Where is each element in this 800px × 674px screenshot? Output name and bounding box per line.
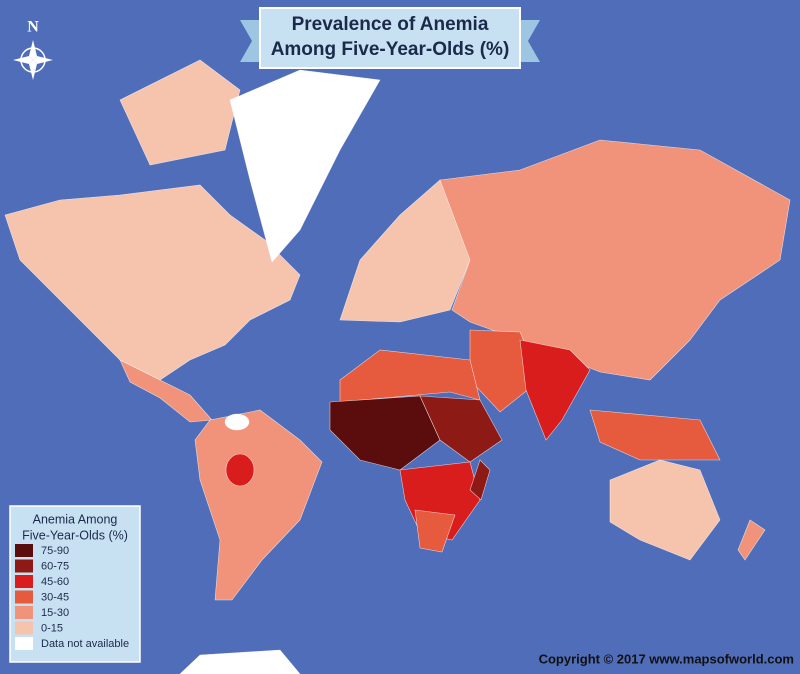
compass-label: N	[27, 19, 39, 36]
title-line: Among Five-Year-Olds (%)	[271, 39, 510, 60]
central-america	[119, 359, 213, 423]
antarctica	[179, 649, 301, 674]
australia	[609, 459, 721, 561]
india	[519, 339, 591, 441]
legend-swatch	[15, 590, 33, 604]
copyright: Copyright © 2017 www.mapsofworld.com	[539, 651, 794, 666]
compass-needle	[29, 40, 37, 60]
legend-title: Five-Year-Olds (%)	[22, 528, 128, 542]
legend: Anemia Among Five-Year-Olds (%) 75-90 60-…	[9, 505, 141, 663]
legend-label: Data not available	[41, 638, 129, 650]
new-zealand	[737, 519, 766, 561]
north-america	[4, 184, 301, 381]
arctic-islands	[119, 59, 241, 166]
title-banner: Prevalence of Anemia Among Five-Year-Old…	[240, 7, 540, 69]
legend-label: 60-75	[41, 560, 69, 572]
compass: N	[13, 19, 53, 80]
legend-swatch	[15, 544, 33, 557]
bolivia	[225, 453, 255, 487]
venezuela	[224, 413, 250, 431]
legend-label: 0-15	[41, 622, 63, 634]
compass-needle	[33, 56, 53, 64]
legend-swatch	[15, 637, 33, 650]
east-africa	[419, 395, 503, 463]
legend-title: Anemia Among	[33, 512, 118, 526]
legend-label: 45-60	[41, 576, 69, 588]
legend-label: 30-45	[41, 591, 69, 603]
southeast-asia	[589, 409, 721, 461]
south-america	[194, 409, 323, 601]
madagascar	[469, 459, 491, 501]
title-line: Prevalence of Anemia	[292, 14, 489, 35]
legend-label: 75-90	[41, 545, 69, 557]
russia-asia	[439, 139, 791, 381]
regions	[4, 59, 791, 674]
south-africa	[414, 509, 456, 553]
legend-swatch	[15, 559, 33, 573]
title-box	[259, 7, 521, 69]
greenland	[229, 69, 381, 263]
legend-swatch	[15, 606, 33, 619]
legend-label: 15-30	[41, 607, 69, 619]
compass-needle	[29, 60, 37, 80]
legend-swatch	[15, 575, 33, 588]
legend-swatch	[15, 621, 33, 635]
compass-needle	[13, 56, 33, 64]
